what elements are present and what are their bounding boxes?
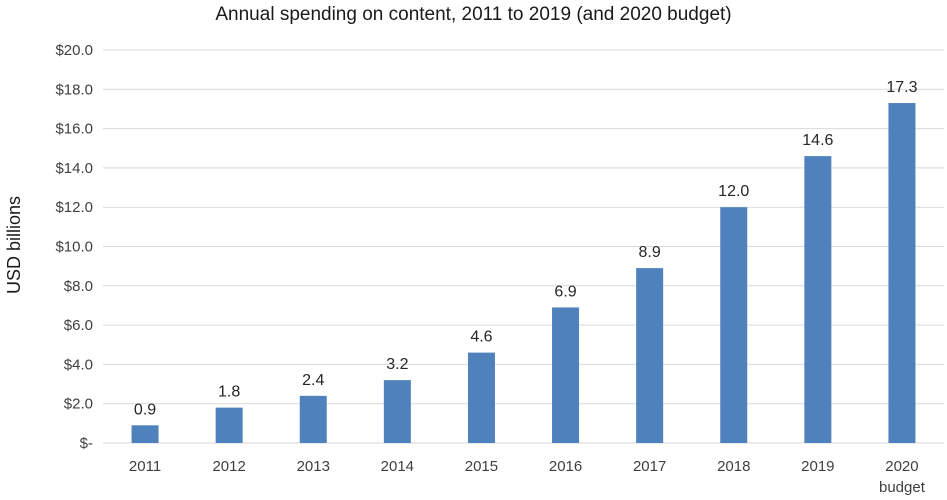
y-tick-label: $16.0 [55,121,93,138]
bar [552,307,580,443]
data-label: 14.6 [802,132,833,149]
y-tick-label: $2.0 [64,396,93,413]
x-tick-label: 2017 [633,458,666,475]
y-axis-title: USD billions [4,196,24,294]
data-label: 6.9 [554,283,576,300]
bars [131,103,916,444]
x-axis-ticks: 2011 2012 2013 2014 2015 2016 2017 2018 2019 2020… [129,458,926,496]
data-label: 12.0 [718,183,749,200]
x-tick-label: 2018 [717,458,750,475]
y-tick-label: $18.0 [55,81,93,98]
y-axis-ticks: $- $2.0 $4.0 $6.0 $8.0 $10.0 $12.0 $14.0 $16.0 $1… [55,42,93,452]
y-tick-label: $10.0 [55,239,93,256]
bar [888,103,916,444]
data-labels: 0.9 1.8 2.4 3.2 4.6 6.9 8.9 12.0 14.6 17.3 [134,79,918,418]
x-tick-sublabel: budget [879,479,926,496]
bar [131,425,159,443]
y-tick-label: $4.0 [64,356,93,373]
bar [720,207,748,443]
y-tick-label: $6.0 [64,317,93,334]
x-tick-label: 2016 [549,458,582,475]
data-label: 17.3 [886,79,917,96]
x-tick-label: 2012 [212,458,245,475]
data-label: 2.4 [302,372,324,389]
chart-title: Annual spending on content, 2011 to 2019… [215,4,732,25]
x-tick-label: 2020 [885,458,918,475]
bar [383,380,411,443]
data-label: 3.2 [386,356,408,373]
bar [215,407,243,443]
data-label: 0.9 [134,401,156,418]
gridlines [103,49,944,444]
data-label: 8.9 [639,244,661,261]
data-label: 1.8 [218,384,240,401]
y-tick-label: $20.0 [55,42,93,59]
x-tick-label: 2011 [129,458,161,475]
bar [299,395,327,443]
y-tick-label: $- [80,435,93,452]
y-tick-label: $12.0 [55,199,93,216]
y-tick-label: $8.0 [64,278,93,295]
bar [467,352,495,443]
x-tick-label: 2014 [381,458,414,475]
data-label: 4.6 [470,329,492,346]
bar [804,156,832,444]
y-tick-label: $14.0 [55,160,93,177]
x-tick-label: 2015 [465,458,498,475]
x-tick-label: 2019 [801,458,834,475]
x-tick-label: 2013 [297,458,330,475]
bar [636,268,664,443]
